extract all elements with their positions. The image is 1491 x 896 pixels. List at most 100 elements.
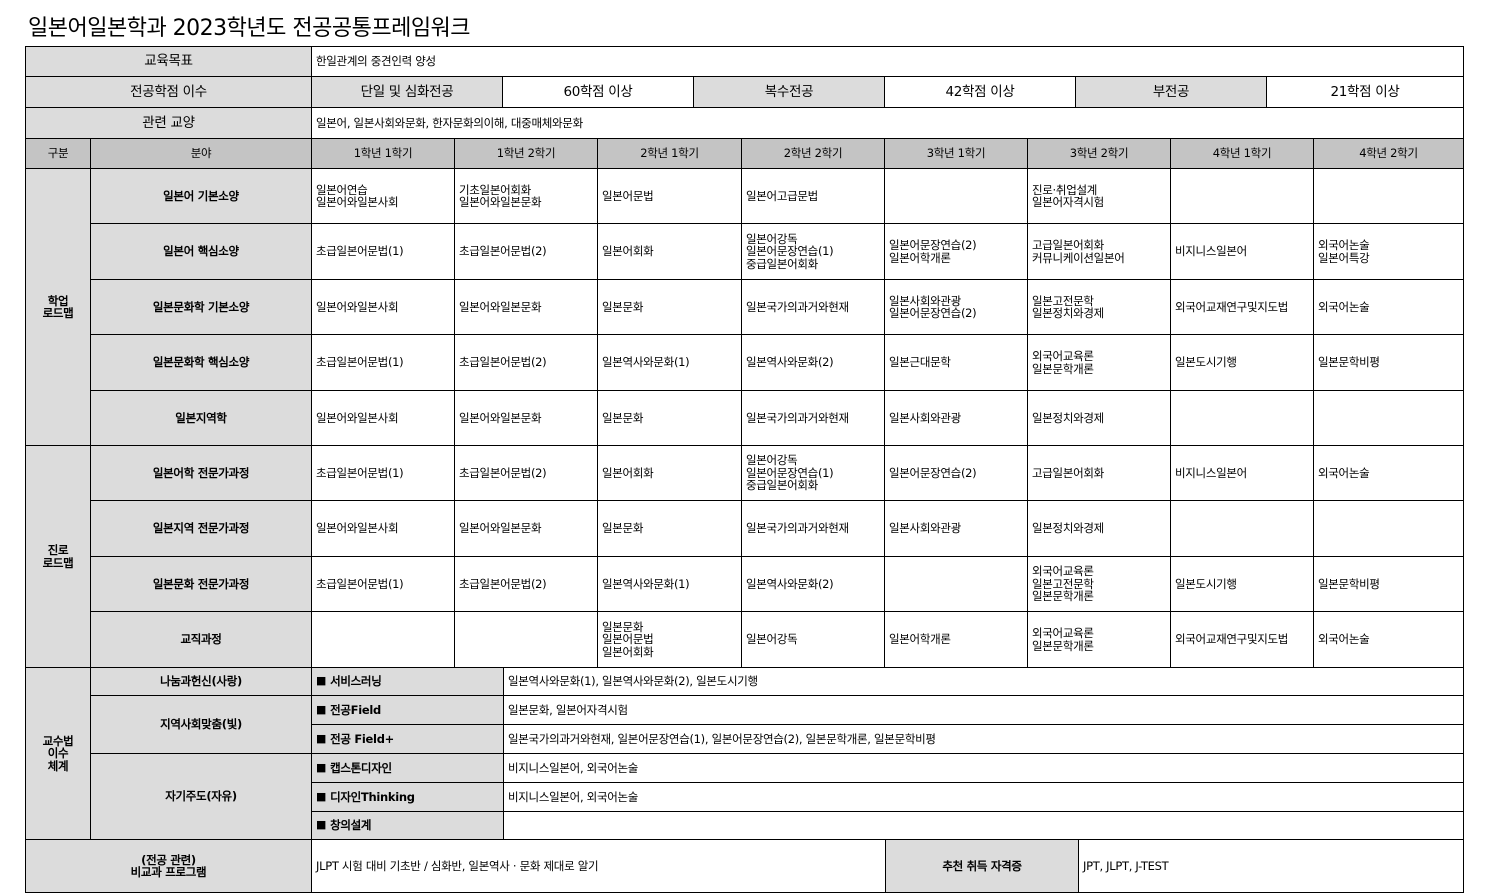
course-cell [454, 611, 598, 668]
roadmap-field: 일본어 핵심소양 [90, 223, 312, 280]
course-cell: 고급일본어회화 커뮤니케이션일본어 [1027, 223, 1171, 280]
course-cell: 일본어와일본문화 [454, 500, 598, 557]
course-cell: 초급일본어문법(1) [311, 223, 455, 280]
course-cell: 일본사회와관광 일본어문장연습(2) [884, 279, 1028, 335]
course-cell: 일본문화 [597, 390, 742, 446]
column-header: 1학년 1학기 [311, 138, 455, 169]
course-cell: 외국어교육론 일본고전문학 일본문학개론 [1027, 556, 1171, 612]
course-cell: 일본문화 [597, 279, 742, 335]
extracurricular-label: (전공 관련) 비교과 프로그램 [25, 839, 312, 893]
course-cell: 일본국가의과거와현재 [741, 500, 885, 557]
course-cell: 일본어강독 일본어문장연습(1) 중급일본어회화 [741, 445, 885, 501]
teaching-courses: 일본역사와문화(1), 일본역사와문화(2), 일본도시기행 [503, 667, 1464, 696]
course-cell: 외국어논술 [1313, 279, 1464, 335]
course-cell: 일본문화 [597, 500, 742, 557]
course-cell: 고급일본어회화 [1027, 445, 1171, 501]
column-header: 3학년 1학기 [884, 138, 1028, 169]
goal-label: 교육목표 [25, 46, 312, 77]
course-cell [1170, 390, 1314, 446]
roadmap-field: 일본지역학 [90, 390, 312, 446]
roadmap-field: 일본문화학 기본소양 [90, 279, 312, 335]
course-cell [884, 556, 1028, 612]
course-cell: 외국어교육론 일본문학개론 [1027, 334, 1171, 391]
course-cell: 일본고전문학 일본정치와경제 [1027, 279, 1171, 335]
course-cell: 일본어와일본문화 [454, 279, 598, 335]
course-cell: 외국어논술 [1313, 611, 1464, 668]
column-header: 구분 [25, 138, 91, 169]
course-cell: 일본어회화 [597, 223, 742, 280]
liberal-label: 관련 교양 [25, 107, 312, 139]
teaching-courses: 일본문화, 일본어자격시험 [503, 695, 1464, 725]
course-cell: 일본어강독 일본어문장연습(1) 중급일본어회화 [741, 223, 885, 280]
column-header: 3학년 2학기 [1027, 138, 1171, 169]
course-cell: 초급일본어문법(2) [454, 223, 598, 280]
column-header: 4학년 2학기 [1313, 138, 1464, 169]
column-header: 2학년 1학기 [597, 138, 742, 169]
roadmap-field: 교직과정 [90, 611, 312, 668]
course-cell: 일본사회와관광 [884, 390, 1028, 446]
roadmap-field: 일본문화 전문가과정 [90, 556, 312, 612]
roadmap-field: 일본어학 전문가과정 [90, 445, 312, 501]
teaching-category: 자기주도(자유) [90, 753, 312, 840]
column-header: 1학년 2학기 [454, 138, 598, 169]
course-cell [1313, 500, 1464, 557]
course-cell: 일본역사와문화(1) [597, 334, 742, 391]
course-cell: 외국어논술 [1313, 445, 1464, 501]
course-cell: 일본어문법 [597, 168, 742, 224]
course-cell: 외국어교육론 일본문학개론 [1027, 611, 1171, 668]
column-header: 분야 [90, 138, 312, 169]
teaching-courses: 비지니스일본어, 외국어논술 [503, 782, 1464, 812]
credit-value: 42학점 이상 [884, 76, 1076, 108]
roadmap-field: 일본문화학 핵심소양 [90, 334, 312, 391]
course-cell [884, 168, 1028, 224]
course-cell [1170, 500, 1314, 557]
course-cell: 일본역사와문화(1) [597, 556, 742, 612]
course-cell: 일본어연습 일본어와일본사회 [311, 168, 455, 224]
credits-label: 전공학점 이수 [25, 76, 312, 108]
course-cell: 일본도시기행 [1170, 334, 1314, 391]
course-cell: 일본문화 일본어문법 일본어회화 [597, 611, 742, 668]
course-cell: 일본문학비평 [1313, 334, 1464, 391]
page-title: 일본어일본학과 2023학년도 전공공통프레임워크 [28, 16, 471, 41]
roadmap-field: 일본어 기본소양 [90, 168, 312, 224]
course-cell: 초급일본어문법(1) [311, 334, 455, 391]
roadmap-group: 학업 로드맵 [25, 168, 91, 446]
teaching-courses [503, 811, 1464, 840]
course-cell: 초급일본어문법(2) [454, 334, 598, 391]
teaching-method: 캡스톤디자인 [311, 753, 504, 783]
course-cell: 일본국가의과거와현재 [741, 279, 885, 335]
course-cell: 일본역사와문화(2) [741, 556, 885, 612]
extracurricular-value: JLPT 시험 대비 기초반 / 심화반, 일본역사 · 문화 제대로 알기 [311, 839, 886, 893]
course-cell: 초급일본어문법(2) [454, 445, 598, 501]
course-cell: 초급일본어문법(2) [454, 556, 598, 612]
teaching-group: 교수법 이수 체계 [25, 667, 91, 840]
course-cell: 외국어논술 일본어특강 [1313, 223, 1464, 280]
course-cell: 일본어와일본사회 [311, 279, 455, 335]
course-cell: 일본도시기행 [1170, 556, 1314, 612]
course-cell: 일본어문장연습(2) [884, 445, 1028, 501]
goal-value: 한일관계의 중견인력 양성 [311, 46, 1464, 77]
credit-value: 60학점 이상 [502, 76, 694, 108]
credit-type: 부전공 [1075, 76, 1267, 108]
teaching-method: 전공 Field+ [311, 724, 504, 754]
course-cell: 일본어문장연습(2) 일본어학개론 [884, 223, 1028, 280]
course-cell: 초급일본어문법(1) [311, 445, 455, 501]
course-cell [311, 611, 455, 668]
teaching-method: 전공Field [311, 695, 504, 725]
course-cell [1170, 168, 1314, 224]
course-cell: 일본어학개론 [884, 611, 1028, 668]
teaching-category: 나눔과헌신(사랑) [90, 667, 312, 696]
course-cell: 일본어회화 [597, 445, 742, 501]
course-cell: 비지니스일본어 [1170, 223, 1314, 280]
teaching-method: 창의설계 [311, 811, 504, 840]
course-cell: 일본어와일본문화 [454, 390, 598, 446]
course-cell: 초급일본어문법(1) [311, 556, 455, 612]
certificate-value: JPT, JLPT, J-TEST [1078, 839, 1464, 893]
course-cell: 일본근대문학 [884, 334, 1028, 391]
teaching-courses: 비지니스일본어, 외국어논술 [503, 753, 1464, 783]
credit-value: 21학점 이상 [1266, 76, 1464, 108]
course-cell: 일본사회와관광 [884, 500, 1028, 557]
credit-type: 단일 및 심화전공 [311, 76, 503, 108]
column-header: 4학년 1학기 [1170, 138, 1314, 169]
credit-type: 복수전공 [693, 76, 885, 108]
